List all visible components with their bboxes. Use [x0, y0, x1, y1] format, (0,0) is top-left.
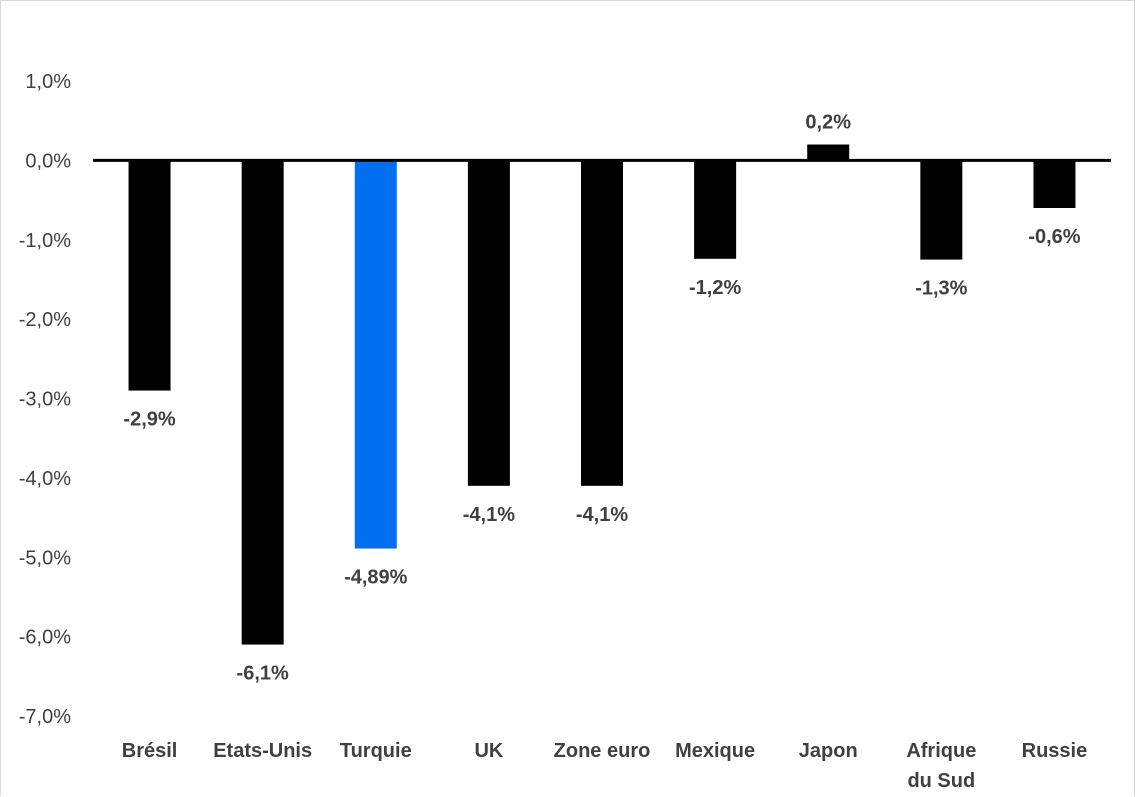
data-label: -1,3% [915, 278, 967, 300]
bar [920, 160, 963, 260]
data-label: 0,2% [805, 112, 851, 134]
x-tick-label: Turquie [340, 740, 412, 762]
data-label: -1,2% [689, 277, 741, 299]
x-tick-label: Etats-Unis [213, 740, 312, 762]
data-label: -0,6% [1028, 226, 1080, 248]
y-tick-label: -3,0% [19, 389, 71, 411]
bar [1033, 160, 1076, 208]
data-label: -4,89% [344, 567, 408, 589]
x-tick-label: Japon [799, 740, 858, 762]
x-tick-label: Mexique [675, 740, 755, 762]
bar [241, 160, 284, 645]
x-tick-label: Russie [1022, 740, 1088, 762]
data-label: -2,9% [123, 409, 175, 431]
bar [354, 160, 397, 549]
data-label: -4,1% [576, 504, 628, 526]
x-tick-label: Brésil [122, 740, 178, 762]
y-tick-label: -7,0% [19, 706, 71, 728]
bar [694, 160, 737, 259]
data-label: -6,1% [237, 663, 289, 685]
data-label: -4,1% [463, 504, 515, 526]
bar [467, 160, 510, 486]
y-tick-label: 1,0% [25, 71, 71, 93]
y-tick-label: -2,0% [19, 309, 71, 331]
x-tick-label: Afrique [906, 740, 976, 762]
y-tick-label: -1,0% [19, 230, 71, 252]
x-tick-label: du Sud [907, 770, 975, 792]
bar [581, 160, 623, 486]
bar [807, 144, 850, 161]
y-tick-label: 0,0% [25, 150, 71, 172]
bar [128, 160, 171, 391]
y-tick-label: -4,0% [19, 468, 71, 490]
y-tick-label: -6,0% [19, 627, 71, 649]
y-tick-label: -5,0% [19, 547, 71, 569]
x-tick-label: UK [474, 740, 503, 762]
x-tick-label: Zone euro [554, 740, 651, 762]
